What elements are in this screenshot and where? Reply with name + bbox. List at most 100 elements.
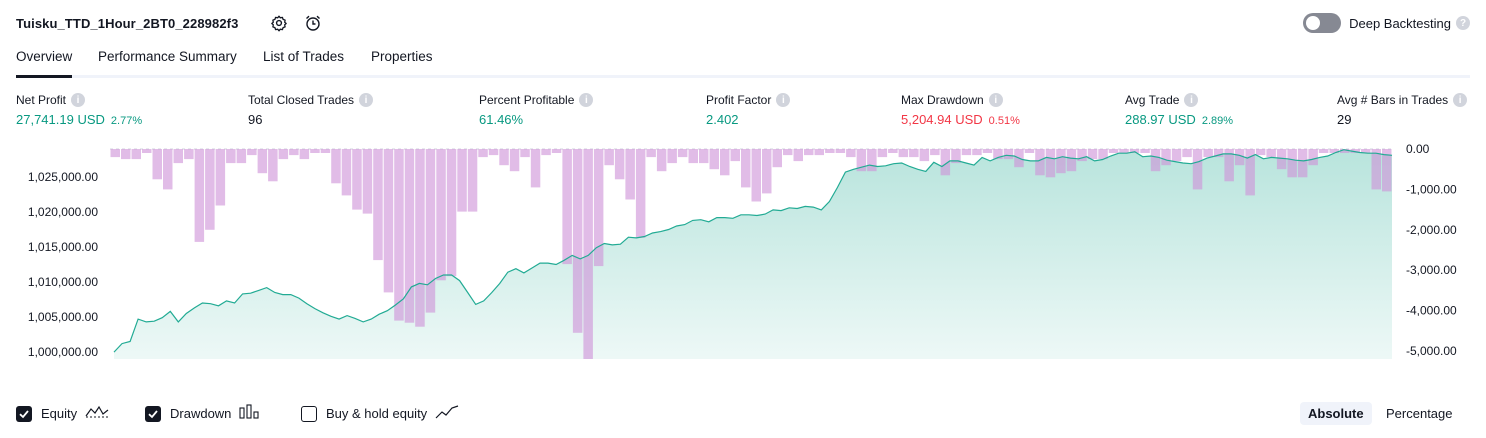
drawdown-bar[interactable] [1140, 149, 1150, 153]
drawdown-bar[interactable] [888, 149, 898, 153]
drawdown-bar[interactable] [898, 149, 909, 158]
drawdown-bar[interactable] [572, 149, 583, 333]
equity-drawdown-chart[interactable]: 1,000,000.00 1,005,000.00 1,010,000.00 1,01… [0, 140, 1486, 372]
drawdown-bar[interactable] [373, 149, 383, 261]
drawdown-bar[interactable] [530, 149, 541, 188]
tab-performance-summary[interactable]: Performance Summary [98, 49, 237, 64]
drawdown-bar[interactable] [720, 149, 730, 176]
drawdown-bar[interactable] [783, 149, 793, 156]
absolute-mode-button[interactable]: Absolute [1300, 402, 1372, 425]
drawdown-bar[interactable] [1361, 149, 1371, 153]
drawdown-bar[interactable] [614, 149, 625, 180]
drawdown-bar[interactable] [215, 149, 226, 206]
drawdown-bar[interactable] [793, 149, 804, 162]
drawdown-bar[interactable] [142, 149, 152, 153]
info-icon[interactable]: i [1184, 93, 1199, 107]
drawdown-bar[interactable] [289, 149, 299, 156]
drawdown-bar[interactable] [1245, 149, 1255, 196]
drawdown-bar[interactable] [1234, 149, 1245, 166]
drawdown-bar[interactable] [488, 149, 499, 156]
drawdown-bar[interactable] [436, 149, 446, 281]
drawdown-bar[interactable] [184, 149, 194, 160]
drawdown-bar[interactable] [1371, 149, 1382, 190]
drawdown-bar[interactable] [1098, 149, 1108, 160]
drawdown-bar[interactable] [478, 149, 488, 158]
deep-backtesting-toggle[interactable] [1303, 13, 1342, 33]
drawdown-bar[interactable] [646, 149, 656, 158]
drawdown-bar[interactable] [667, 149, 677, 164]
drawdown-bar[interactable] [1087, 149, 1098, 160]
drawdown-bar[interactable] [835, 149, 846, 153]
drawdown-bar[interactable] [1182, 149, 1192, 158]
drawdown-bar[interactable] [1003, 149, 1014, 160]
drawdown-bar[interactable] [467, 149, 478, 212]
drawdown-bar[interactable] [121, 149, 131, 160]
drawdown-bar[interactable] [446, 149, 457, 277]
drawdown-bar[interactable] [583, 149, 593, 359]
drawdown-bar[interactable] [163, 149, 173, 190]
drawdown-bar[interactable] [982, 149, 993, 153]
equity-line[interactable] [113, 149, 1393, 353]
drawdown-bar[interactable] [635, 149, 646, 238]
drawdown-bar[interactable] [1276, 149, 1287, 170]
drawdown-bar[interactable] [1129, 149, 1140, 153]
drawdown-bar[interactable] [1150, 149, 1161, 172]
alarm-clock-icon[interactable] [304, 14, 322, 32]
drawdown-bar[interactable] [1161, 149, 1171, 166]
drawdown-bar[interactable] [656, 149, 667, 172]
buy-hold-equity-checkbox[interactable]: Buy & hold equity [301, 404, 459, 423]
drawdown-bar[interactable] [278, 149, 289, 160]
drawdown-bar[interactable] [1329, 149, 1340, 153]
drawdown-bar[interactable] [1119, 149, 1129, 153]
tab-properties[interactable]: Properties [371, 49, 433, 64]
drawdown-bar[interactable] [131, 149, 142, 160]
equity-checkbox[interactable]: Equity [16, 404, 109, 423]
drawdown-bar[interactable] [604, 149, 614, 166]
drawdown-bar[interactable] [1077, 149, 1087, 162]
tab-list-of-trades[interactable]: List of Trades [263, 49, 345, 64]
drawdown-bar[interactable] [362, 149, 373, 214]
drawdown-bar[interactable] [383, 149, 394, 293]
info-icon[interactable]: i [776, 93, 791, 107]
drawdown-bar[interactable] [1056, 149, 1066, 174]
drawdown-bar[interactable] [804, 149, 814, 156]
drawdown-bar[interactable] [1213, 149, 1224, 158]
drawdown-bar[interactable] [404, 149, 415, 323]
drawdown-bar[interactable] [709, 149, 720, 170]
tab-overview[interactable]: Overview [16, 49, 73, 78]
checkbox-unchecked-icon[interactable] [301, 405, 317, 422]
drawdown-bar[interactable] [919, 149, 930, 162]
drawdown-bar[interactable] [1224, 149, 1234, 182]
drawdown-bar[interactable] [1192, 149, 1203, 190]
info-icon[interactable]: i [1453, 93, 1468, 107]
checkbox-checked-icon[interactable] [145, 405, 161, 422]
drawdown-bar[interactable] [593, 149, 604, 267]
drawdown-bar[interactable] [1382, 149, 1392, 192]
drawdown-bar[interactable] [541, 149, 551, 156]
checkbox-checked-icon[interactable] [16, 405, 32, 422]
drawdown-bar[interactable] [152, 149, 163, 180]
drawdown-bar[interactable] [877, 149, 888, 158]
drawdown-bar[interactable] [226, 149, 236, 164]
drawdown-bar[interactable] [741, 149, 751, 188]
drawdown-bar[interactable] [699, 149, 709, 164]
drawdown-bar[interactable] [499, 149, 509, 166]
drawdown-bar[interactable] [320, 149, 331, 153]
drawdown-bar[interactable] [730, 149, 741, 162]
info-icon[interactable]: i [71, 93, 86, 107]
drawdown-bar[interactable] [688, 149, 699, 164]
drawdown-bar[interactable] [762, 149, 772, 194]
drawdown-bar[interactable] [1266, 149, 1276, 158]
drawdown-bar[interactable] [520, 149, 530, 158]
percentage-mode-button[interactable]: Percentage [1386, 406, 1453, 421]
info-icon[interactable]: i [359, 93, 374, 107]
drawdown-bar[interactable] [415, 149, 425, 327]
drawdown-bar[interactable] [1035, 149, 1045, 176]
drawdown-bar[interactable] [814, 149, 825, 156]
drawdown-bar[interactable] [310, 149, 320, 153]
drawdown-bar[interactable] [930, 149, 940, 156]
drawdown-bar[interactable] [772, 149, 783, 168]
drawdown-bar[interactable] [751, 149, 762, 202]
drawdown-bar[interactable] [205, 149, 215, 230]
gear-icon[interactable] [270, 14, 288, 32]
